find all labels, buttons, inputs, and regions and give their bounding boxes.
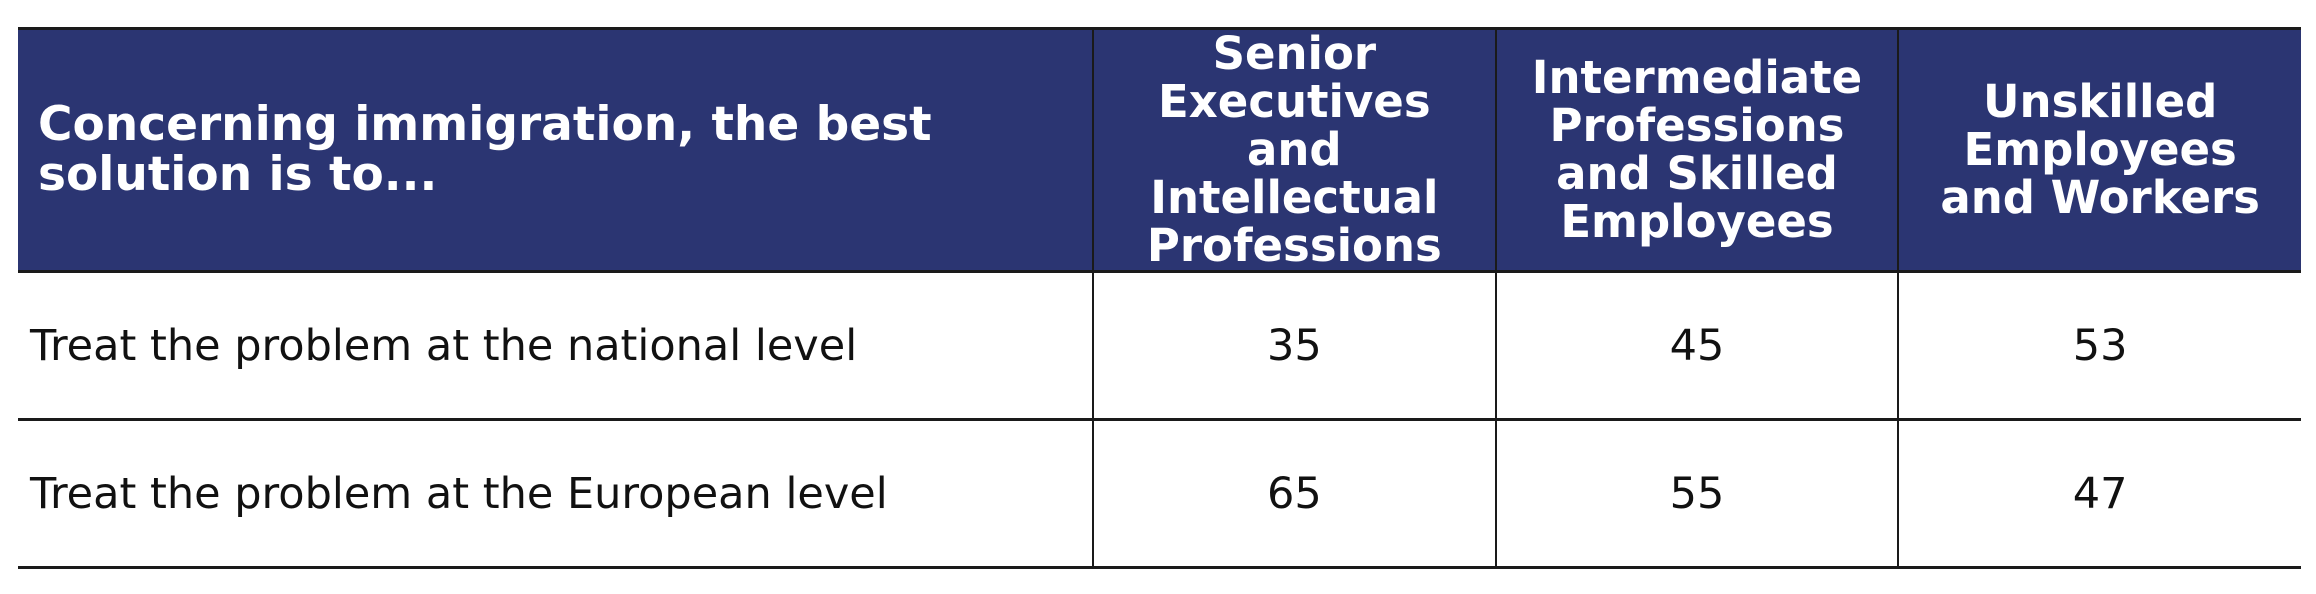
- header-row: Concerning immigration, the best solutio…: [18, 27, 2301, 273]
- value-cell: 35: [1092, 271, 1496, 421]
- header-cell: Concerning immigration, the best solutio…: [18, 27, 1093, 273]
- value-cell: 55: [1494, 419, 1899, 569]
- value-cell: 45: [1494, 271, 1899, 421]
- row-label: Treat the problem at the national level: [18, 271, 1093, 421]
- data-row: Treat the problem at the national level …: [18, 271, 2301, 421]
- header-cell: Unskilled Employees and Workers: [1897, 27, 2301, 273]
- header-cell: Senior Executives and Intellectual Profe…: [1092, 27, 1496, 273]
- value-cell: 53: [1897, 271, 2301, 421]
- row-label: Treat the problem at the European level: [18, 419, 1093, 569]
- value-cell: 65: [1092, 419, 1496, 569]
- survey-table: Concerning immigration, the best solutio…: [18, 27, 2301, 569]
- header-cell: Intermediate Professions and Skilled Emp…: [1494, 27, 1899, 273]
- value-cell: 47: [1897, 419, 2301, 569]
- data-row: Treat the problem at the European level …: [18, 419, 2301, 569]
